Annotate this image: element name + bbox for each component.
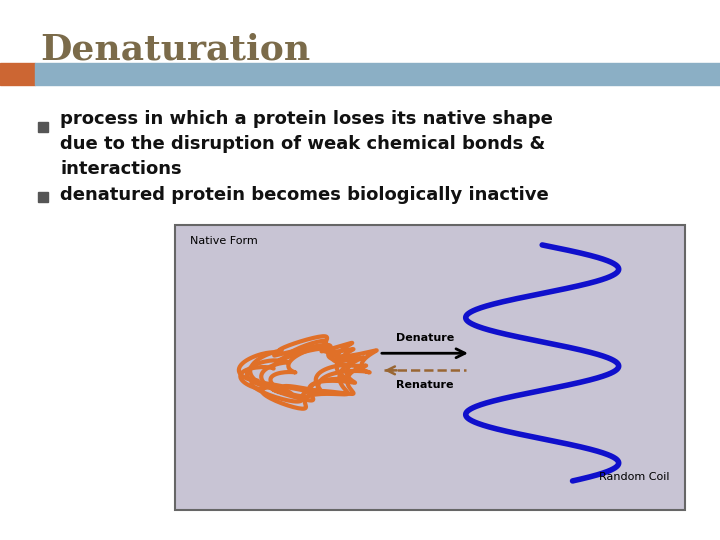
Bar <box>38 192 48 202</box>
Bar <box>35 63 720 85</box>
Text: Denaturation: Denaturation <box>40 33 310 67</box>
Text: Denature: Denature <box>396 333 454 343</box>
Text: Random Coil: Random Coil <box>599 471 670 482</box>
Bar <box>175 225 685 510</box>
Text: denatured protein becomes biologically inactive: denatured protein becomes biologically i… <box>60 186 549 204</box>
Bar <box>0 63 35 85</box>
Bar <box>38 122 48 132</box>
Text: Native Form: Native Form <box>190 237 258 246</box>
Text: Renature: Renature <box>396 380 454 390</box>
Text: process in which a protein loses its native shape
due to the disruption of weak : process in which a protein loses its nat… <box>60 110 553 178</box>
